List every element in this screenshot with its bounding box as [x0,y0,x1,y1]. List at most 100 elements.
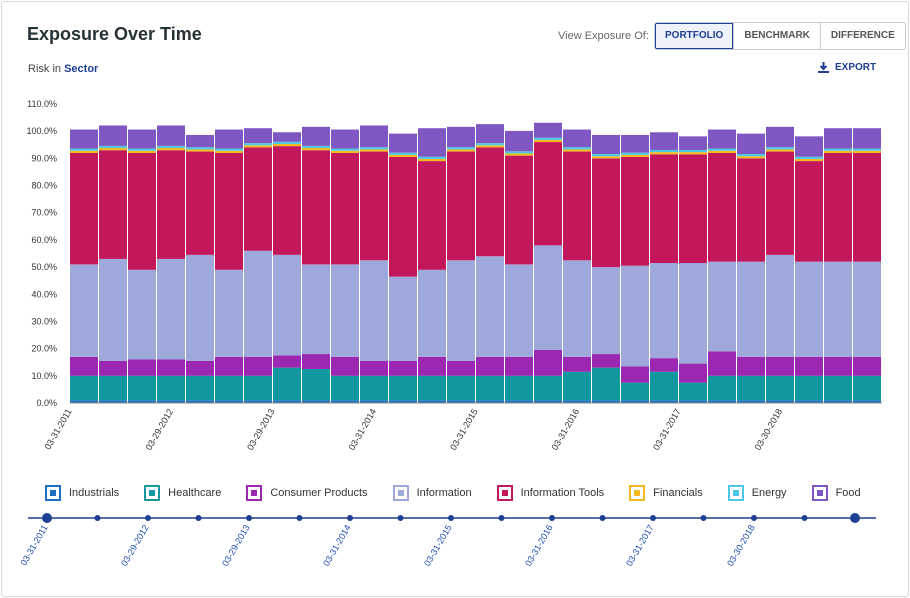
bar-segment-healthcare[interactable] [244,375,272,401]
bar-segment-consumer-products[interactable] [708,351,736,376]
bar-segment-financials[interactable] [360,149,388,152]
bar-segment-food[interactable] [650,132,678,150]
bar-segment-information[interactable] [650,263,678,359]
bar-segment-information[interactable] [737,261,765,357]
bar-segment-financials[interactable] [157,148,185,151]
bar-segment-industrials[interactable] [389,400,417,403]
bar-segment-information-tools[interactable] [592,158,620,268]
bar-segment-information-tools[interactable] [128,152,156,270]
bar-segment-industrials[interactable] [186,400,214,403]
bar-segment-financials[interactable] [331,150,359,153]
bar-segment-financials[interactable] [853,150,881,153]
bar-segment-healthcare[interactable] [215,375,243,401]
bar-segment-energy[interactable] [99,145,127,149]
bar-segment-food[interactable] [302,126,330,146]
bar-segment-industrials[interactable] [244,400,272,403]
bar-segment-industrials[interactable] [99,400,127,403]
bar-segment-industrials[interactable] [853,400,881,403]
bar-segment-food[interactable] [215,129,243,149]
bar-segment-financials[interactable] [128,150,156,153]
bar-segment-information[interactable] [99,258,127,361]
bar-segment-consumer-products[interactable] [418,356,446,376]
bar-segment-consumer-products[interactable] [360,360,388,376]
bar-segment-consumer-products[interactable] [128,359,156,376]
bar-segment-food[interactable] [563,129,591,148]
bar-segment-energy[interactable] [476,143,504,146]
bar-segment-consumer-products[interactable] [592,354,620,368]
bar-segment-industrials[interactable] [679,400,707,403]
bar-segment-energy[interactable] [824,148,852,151]
bar-segment-healthcare[interactable] [824,375,852,401]
timeline-label[interactable]: 03-31-2017 [624,523,656,568]
bar-segment-information-tools[interactable] [563,151,591,261]
bar-segment-financials[interactable] [418,158,446,162]
bar-segment-consumer-products[interactable] [737,356,765,376]
bar-segment-energy[interactable] [621,152,649,155]
bar-segment-energy[interactable] [302,145,330,149]
timeline-label[interactable]: 03-31-2014 [321,523,353,568]
bar-segment-financials[interactable] [708,150,736,153]
bar-segment-energy[interactable] [273,141,301,144]
bar-segment-consumer-products[interactable] [795,356,823,376]
bar-segment-energy[interactable] [389,152,417,155]
bar-segment-consumer-products[interactable] [621,366,649,383]
bar-segment-financials[interactable] [563,149,591,152]
bar-segment-information[interactable] [360,260,388,361]
bar-segment-energy[interactable] [650,149,678,153]
bar-segment-information-tools[interactable] [708,152,736,262]
bar-segment-healthcare[interactable] [766,375,794,401]
bar-segment-industrials[interactable] [273,400,301,403]
bar-segment-information[interactable] [505,264,533,357]
bar-segment-healthcare[interactable] [70,375,98,401]
bar-segment-healthcare[interactable] [128,375,156,401]
timeline-label[interactable]: 03-29-2012 [119,523,151,568]
bar-segment-energy[interactable] [360,147,388,150]
legend-item-information-tools[interactable]: Information Tools [496,485,604,501]
bar-segment-financials[interactable] [679,152,707,155]
legend-item-energy[interactable]: Energy [727,485,787,501]
bar-segment-information-tools[interactable] [273,146,301,255]
bar-segment-food[interactable] [157,125,185,146]
export-button[interactable]: EXPORT [818,62,876,73]
bar-segment-consumer-products[interactable] [563,356,591,372]
legend-item-information[interactable]: Information [392,485,472,501]
bar-segment-energy[interactable] [447,147,475,150]
bar-segment-consumer-products[interactable] [273,355,301,368]
bar-segment-consumer-products[interactable] [679,363,707,383]
bar-segment-healthcare[interactable] [853,375,881,401]
bar-segment-food[interactable] [534,122,562,138]
bar-segment-consumer-products[interactable] [331,356,359,376]
bar-segment-information[interactable] [244,250,272,357]
bar-segment-financials[interactable] [389,154,417,158]
legend-item-industrials[interactable]: Industrials [45,485,119,501]
bar-segment-energy[interactable] [795,156,823,159]
bar-segment-industrials[interactable] [128,400,156,403]
legend-item-financials[interactable]: Financials [629,485,703,501]
bar-segment-energy[interactable] [505,151,533,154]
timeline-start-handle[interactable] [42,513,52,523]
bar-segment-energy[interactable] [708,148,736,151]
timeline-end-handle[interactable] [850,513,860,523]
bar-segment-healthcare[interactable] [273,367,301,401]
bar-segment-information[interactable] [795,261,823,357]
bar-segment-industrials[interactable] [331,400,359,403]
legend-item-healthcare[interactable]: Healthcare [144,485,221,501]
bar-segment-industrials[interactable] [447,400,475,403]
legend-item-food[interactable]: Food [811,485,861,501]
legend-item-consumer-products[interactable]: Consumer Products [246,485,368,501]
bar-segment-information-tools[interactable] [621,157,649,266]
bar-segment-food[interactable] [766,126,794,148]
bar-segment-food[interactable] [592,134,620,155]
bar-segment-information[interactable] [534,245,562,350]
bar-segment-food[interactable] [853,128,881,149]
bar-segment-healthcare[interactable] [534,375,562,401]
bar-segment-healthcare[interactable] [186,375,214,401]
bar-segment-food[interactable] [447,126,475,148]
timeline-label[interactable]: 03-30-2018 [725,523,757,568]
bar-segment-industrials[interactable] [563,400,591,403]
bar-segment-information[interactable] [215,269,243,357]
bar-segment-information-tools[interactable] [302,150,330,265]
bar-segment-food[interactable] [679,136,707,150]
bar-segment-food[interactable] [244,128,272,144]
bar-segment-healthcare[interactable] [360,375,388,401]
